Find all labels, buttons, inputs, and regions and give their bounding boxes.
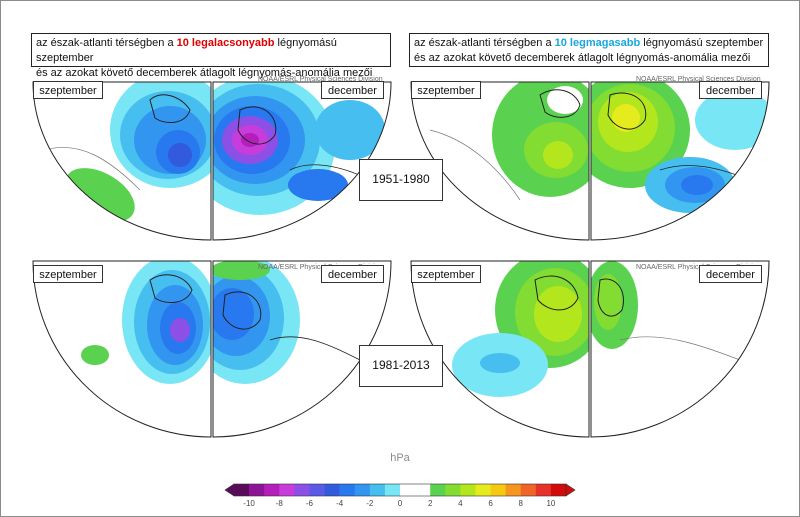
- label-sep-high-1981: szeptember: [411, 265, 481, 283]
- colorbar-cells: [233, 483, 567, 497]
- colorbar-unit: hPa: [390, 452, 410, 464]
- colorbar-cell: [505, 484, 522, 496]
- colorbar-cell: [475, 484, 491, 496]
- colorbar-ticks: -10 -8 -6 -4 -2 0 2 4 6 8 10: [243, 499, 556, 508]
- colorbar-tick-label: -2: [366, 499, 374, 508]
- map-low-1981-sep: [32, 260, 212, 438]
- colorbar-tick-label: -4: [336, 499, 344, 508]
- label-sep-low-1981: szeptember: [33, 265, 103, 283]
- label-sep-low-1951: szeptember: [33, 81, 103, 99]
- colorbar-cell: [324, 484, 340, 496]
- label-dec-low-1981: december: [321, 265, 384, 283]
- title-high-line2: és az azokat követő decemberek átlagolt …: [414, 52, 751, 64]
- colorbar-tick-label: 0: [398, 499, 403, 508]
- colorbar-cell: [445, 484, 461, 496]
- colorbar-cell: [279, 484, 295, 496]
- label-dec-low-1951: december: [321, 81, 384, 99]
- label-dec-high-1981: december: [699, 265, 762, 283]
- title-high-pressure: az észak-atlanti térségben a 10 legmagas…: [409, 33, 769, 67]
- colorbar-min-arrow: [224, 483, 235, 497]
- colorbar-cell: [309, 484, 325, 496]
- colorbar-cell: [430, 484, 446, 496]
- colorbar-tick-label: 4: [458, 499, 463, 508]
- period-1981-2013: 1981-2013: [359, 345, 443, 387]
- colorbar-cell: [460, 484, 476, 496]
- colorbar-cell: [384, 484, 401, 496]
- svg-text:NOAA/ESRL Physical Sciences Di: NOAA/ESRL Physical Sciences Division: [636, 264, 761, 271]
- colorbar-cell: [520, 484, 537, 496]
- map-high-1981-dec: NOAA/ESRL Physical Sciences Division: [590, 260, 770, 438]
- colorbar-cell: [249, 484, 265, 496]
- colorbar-tick-label: 8: [519, 499, 524, 508]
- colorbar-cell: [550, 484, 567, 496]
- colorbar-cell: [234, 484, 250, 496]
- colorbar-cell: [535, 484, 552, 496]
- svg-text:NOAA/ESRL Physical Sciences Di: NOAA/ESRL Physical Sciences Division: [258, 76, 383, 83]
- colorbar-max-arrow: [565, 483, 576, 497]
- colorbar-tick-label: -10: [243, 499, 255, 508]
- label-dec-high-1951: december: [699, 81, 762, 99]
- colorbar-tick-label: 10: [546, 499, 555, 508]
- colorbar-cell: [339, 484, 356, 496]
- colorbar-cell: [369, 484, 386, 496]
- svg-text:NOAA/ESRL Physical Sciences Di: NOAA/ESRL Physical Sciences Division: [258, 264, 383, 271]
- colorbar-tick-label: 2: [428, 499, 433, 508]
- colorbar-tick-label: 6: [488, 499, 493, 508]
- title-low-line2: és az azokat követő decemberek átlagolt …: [36, 67, 373, 79]
- label-sep-high-1951: szeptember: [411, 81, 481, 99]
- colorbar-cell: [415, 484, 431, 496]
- colorbar-tick-label: -8: [276, 499, 284, 508]
- title-high-highlight: 10 legmagasabb: [554, 37, 641, 49]
- title-low-text: az észak-atlanti térségben a: [36, 37, 177, 49]
- colorbar-cell: [490, 484, 506, 496]
- colorbar-tick-label: -6: [306, 499, 314, 508]
- title-high-text-end: légnyomású szeptember: [640, 37, 764, 49]
- period-1951-1980: 1951-1980: [359, 159, 443, 201]
- colorbar: -10 -8 -6 -4 -2 0 2 4 6 8 10: [224, 483, 576, 508]
- title-high-text: az észak-atlanti térségben a: [414, 37, 555, 49]
- colorbar-cell: [294, 484, 310, 496]
- title-low-highlight: 10 legalacsonyabb: [176, 37, 275, 49]
- title-low-pressure: az észak-atlanti térségben a 10 legalacs…: [31, 33, 391, 79]
- colorbar-cell: [354, 484, 371, 496]
- colorbar-cell: [264, 484, 280, 496]
- colorbar-cell: [400, 484, 416, 496]
- title-low-text-end: légnyomású szeptember: [36, 37, 337, 64]
- svg-text:NOAA/ESRL Physical Sciences Di: NOAA/ESRL Physical Sciences Division: [636, 76, 761, 83]
